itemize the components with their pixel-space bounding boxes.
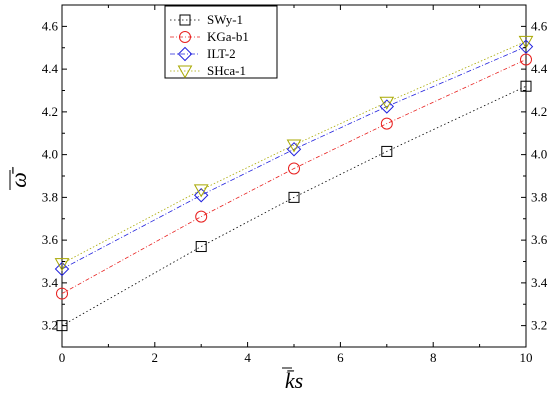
data-point: [195, 210, 208, 223]
y-tick-label-left: 4.0: [42, 147, 58, 162]
y-tick-label-left: 3.2: [42, 318, 58, 333]
legend-marker: [177, 65, 193, 79]
legend-item: ILT-2: [170, 46, 236, 62]
y-tick-label-right: 3.4: [531, 275, 548, 290]
data-point: [193, 184, 209, 198]
data-point: [56, 287, 68, 300]
series-SHca-1: [54, 35, 534, 272]
legend-marker: [179, 31, 191, 43]
data-point: [520, 80, 532, 92]
y-tick-label-left: 4.6: [42, 18, 59, 33]
x-tick-label: 8: [430, 350, 437, 365]
x-tick-label: 10: [520, 350, 533, 365]
series-line: [61, 40, 527, 264]
x-tick-label: 4: [244, 350, 251, 365]
data-point: [286, 139, 302, 153]
y-tick-label-left: 3.4: [42, 275, 59, 290]
y-tick-label-left: 4.2: [42, 104, 58, 119]
plot-frame: [61, 4, 527, 348]
ticks-layer: 0 2 4 6 8 10 3.2 3.2 3.4 3.4 3.6 3.6 3.8 3.8 4.0 4.0 4.2…: [42, 5, 548, 365]
x-tick-label: 2: [152, 350, 159, 365]
legend-item: KGa-b1: [170, 29, 249, 44]
data-point: [379, 96, 395, 110]
legend-label: SWy-1: [207, 12, 243, 27]
data-point: [193, 188, 209, 203]
y-tick-label-right: 4.6: [531, 18, 548, 33]
data-point: [54, 261, 70, 277]
data-point: [520, 53, 532, 66]
series-line: [61, 85, 527, 326]
y-tick-label-right: 3.8: [531, 189, 547, 204]
series-line: [61, 59, 527, 294]
legend: SWy-1 KGa-b1 ILT-2 SHca-1: [164, 5, 278, 79]
y-tick-label-right: 3.6: [531, 232, 548, 247]
y-tick-label-right: 3.2: [531, 318, 547, 333]
x-tick-label: 0: [59, 350, 66, 365]
legend-marker: [179, 14, 191, 26]
series-SWy-1: [56, 80, 532, 332]
legend-marker: [177, 46, 193, 62]
y-tick-label-right: 4.0: [531, 147, 547, 162]
data-point: [380, 117, 393, 130]
legend-item: SWy-1: [170, 12, 243, 27]
series-line: [61, 46, 527, 270]
x-tick-label: 6: [337, 350, 344, 365]
series-KGa-b1: [56, 53, 532, 300]
y-tick-label-left: 3.8: [42, 189, 58, 204]
x-axis-title: k̄s: [285, 368, 303, 393]
data-point: [54, 258, 70, 272]
legend-label: KGa-b1: [207, 29, 249, 44]
y-tick-label-right: 4.4: [531, 61, 548, 76]
legend-item: SHca-1: [170, 63, 246, 79]
legend-label: SHca-1: [207, 63, 246, 78]
y-tick-label-left: 3.6: [42, 232, 59, 247]
data-point: [518, 35, 534, 49]
y-tick-label-right: 4.2: [531, 104, 547, 119]
data-point: [288, 191, 300, 203]
series-ILT-2: [54, 39, 534, 277]
data-point: [195, 241, 207, 253]
y-tick-label-left: 4.4: [42, 61, 59, 76]
data-point: [381, 145, 393, 157]
series-layer: [54, 35, 534, 332]
data-point: [288, 162, 300, 175]
data-point: [518, 39, 534, 54]
legend-label: ILT-2: [207, 46, 236, 61]
